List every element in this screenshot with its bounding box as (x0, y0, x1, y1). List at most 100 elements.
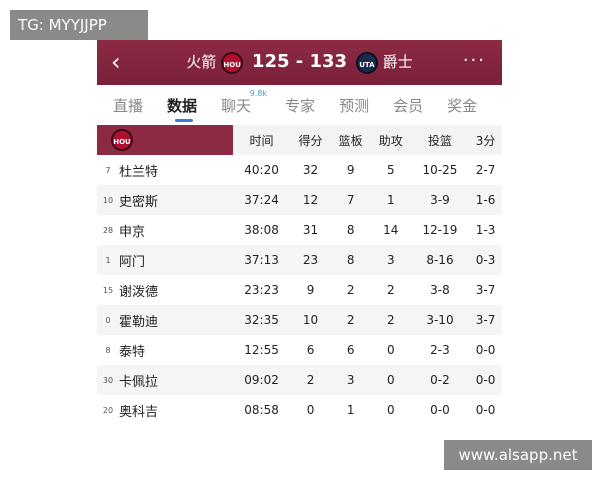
player-name: 杜兰特 (119, 164, 159, 180)
player-name: 卡佩拉 (119, 365, 233, 395)
scoreline: 火箭 HOU 125 - 133 UTA 爵士 (97, 51, 502, 74)
back-icon[interactable]: ‹ (111, 48, 121, 76)
stat-cell: 7 (330, 185, 371, 215)
stat-cell: 2-7 (475, 163, 496, 177)
player-name: 史密斯 (119, 185, 233, 215)
stat-cell: 0 (386, 403, 395, 417)
stat-cell: 9 (346, 163, 355, 177)
stat-cell: 1-6 (469, 185, 502, 215)
stat-cell: 12:55 (244, 343, 279, 357)
player-row[interactable]: 10 史密斯 37:24 12 7 1 3-9 1-6 (97, 185, 502, 215)
player-row[interactable]: 28 申京 38:08 31 8 14 12-19 1-3 (97, 215, 502, 245)
box-score-table: HOU 时间 得分 篮板 助攻 投篮 3分 7 杜兰特 40:20 32 9 5 10-25 2-7 10 史… (97, 125, 502, 425)
score: 125 - 133 (251, 51, 348, 72)
column-header[interactable]: 3分 (469, 125, 502, 155)
stat-cell: 0-0 (475, 343, 496, 357)
player-row[interactable]: 15 谢泼德 23:23 9 2 2 3-8 3-7 (97, 275, 502, 305)
tab-label: 奖金 (447, 96, 478, 115)
jersey-number: 30 (97, 365, 119, 395)
away-team-name: 爵士 (382, 53, 413, 71)
stat-cell: 10-25 (422, 163, 458, 177)
column-header[interactable]: 时间 (232, 125, 291, 155)
tab-bar: 直播 数据 聊天 9.8k 专家 预测 会员 奖金 (97, 85, 502, 125)
player-name: 泰特 (119, 344, 146, 360)
column-header[interactable]: 助攻 (370, 125, 411, 155)
jersey-number: 0 (97, 305, 119, 335)
jersey-number: 7 (105, 165, 111, 175)
tab-2[interactable]: 聊天 9.8k (221, 89, 267, 116)
tab-1[interactable]: 数据 (167, 95, 198, 122)
stat-cell: 08:58 (244, 403, 279, 417)
jersey-number: 1 (97, 245, 119, 275)
team-header: HOU (97, 125, 233, 155)
column-header[interactable]: 篮板 (330, 125, 371, 155)
column-header[interactable]: 投篮 (410, 125, 470, 155)
player-name: 申京 (119, 224, 146, 240)
tab-4[interactable]: 预测 (339, 95, 369, 116)
stat-cell: 12 (290, 185, 331, 215)
player-row[interactable]: 0 霍勒迪 32:35 10 2 2 3-10 3-7 (97, 305, 502, 335)
home-team-logo: HOU (221, 51, 244, 74)
stat-cell: 3 (330, 365, 371, 395)
stat-cell: 10 (290, 305, 331, 335)
player-row[interactable]: 30 卡佩拉 09:02 2 3 0 0-2 0-0 (97, 365, 502, 395)
tab-label: 直播 (113, 96, 144, 115)
more-icon[interactable]: ··· (462, 50, 486, 71)
stat-cell: 3-8 (430, 283, 450, 297)
stat-cell: 2 (386, 283, 395, 297)
player-row[interactable]: 1 阿门 37:13 23 8 3 8-16 0-3 (97, 245, 502, 275)
stat-cell: 37:13 (232, 245, 291, 275)
stat-cell: 5 (386, 163, 395, 177)
stat-cell: 0-2 (410, 365, 470, 395)
stat-cell: 2 (370, 305, 411, 335)
column-header[interactable]: 得分 (290, 125, 331, 155)
stat-cell: 12-19 (422, 223, 458, 237)
jersey-number: 15 (102, 285, 114, 295)
tab-label: 会员 (393, 96, 424, 115)
player-name: 谢泼德 (119, 284, 159, 300)
jersey-number: 8 (105, 345, 111, 355)
stat-cell: 0 (370, 365, 411, 395)
stat-cell: 8 (346, 223, 355, 237)
player-row[interactable]: 7 杜兰特 40:20 32 9 5 10-25 2-7 (97, 155, 502, 185)
stat-cell: 9 (306, 283, 315, 297)
stat-cell: 0-0 (469, 365, 502, 395)
stat-cell: 09:02 (232, 365, 291, 395)
stat-cell: 6 (346, 343, 355, 357)
stat-cell: 1 (346, 403, 355, 417)
player-name: 阿门 (119, 245, 233, 275)
stat-cell: 3 (370, 245, 411, 275)
stat-cell: 2 (290, 365, 331, 395)
stat-cell: 3-7 (469, 305, 502, 335)
stat-cell: 23:23 (244, 283, 279, 297)
watermark-top-left: TG: MYYJJPP (10, 10, 148, 40)
game-header: ‹ 火箭 HOU 125 - 133 UTA 爵士 ··· (97, 40, 502, 85)
stat-cell: 8-16 (410, 245, 470, 275)
tab-label: 聊天 (221, 96, 252, 115)
tab-3[interactable]: 专家 (285, 95, 315, 116)
stat-cell: 0 (386, 343, 395, 357)
jersey-number: 20 (102, 405, 114, 415)
tab-label: 数据 (167, 96, 198, 115)
team-logo: HOU (111, 129, 133, 151)
stat-cell: 6 (306, 343, 315, 357)
stat-cell: 0-0 (475, 403, 496, 417)
player-row[interactable]: 20 奥科吉 08:58 0 1 0 0-0 0-0 (97, 395, 502, 425)
stat-cell: 0 (306, 403, 315, 417)
chat-count-badge: 9.8k (249, 88, 268, 98)
stat-cell: 2 (346, 283, 355, 297)
stat-cell: 0-0 (430, 403, 450, 417)
stat-cell: 40:20 (244, 163, 279, 177)
player-row[interactable]: 8 泰特 12:55 6 6 0 2-3 0-0 (97, 335, 502, 365)
stat-cell: 31 (302, 223, 319, 237)
tab-0[interactable]: 直播 (113, 95, 143, 116)
tab-6[interactable]: 奖金 (447, 95, 477, 116)
stat-cell: 3-10 (410, 305, 470, 335)
tab-label: 专家 (285, 96, 316, 115)
stat-cell: 2 (330, 305, 371, 335)
tab-5[interactable]: 会员 (393, 95, 423, 116)
stat-cell: 32:35 (232, 305, 291, 335)
jersey-number: 10 (97, 185, 119, 215)
away-team-logo: UTA (355, 51, 378, 74)
phone-screen: ‹ 火箭 HOU 125 - 133 UTA 爵士 ··· 直播 数据 聊天 9.8k… (97, 40, 502, 440)
